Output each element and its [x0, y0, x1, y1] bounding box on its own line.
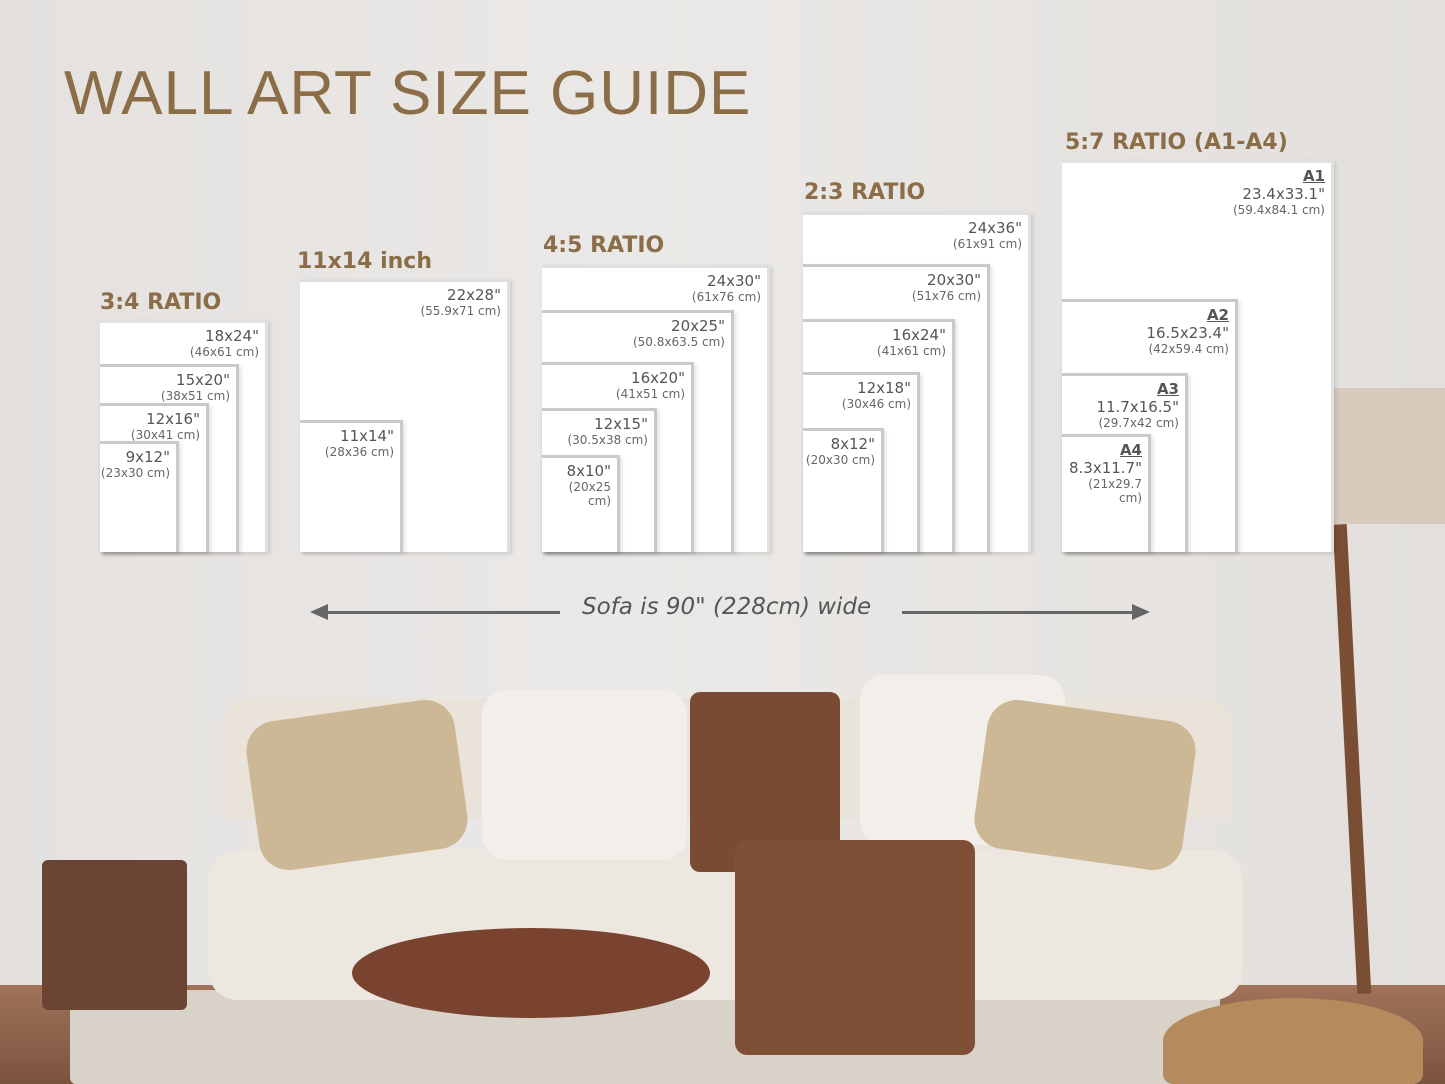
- size-label: 22x28" (55.9x71 cm): [420, 286, 501, 318]
- size-inches: 8x12": [830, 435, 875, 453]
- size-inches: 24x36": [968, 219, 1022, 237]
- size-cm: (23x30 cm): [100, 466, 170, 480]
- arrow-right-line: [902, 611, 1134, 614]
- size-cm: (38x51 cm): [160, 389, 230, 403]
- pillow: [482, 690, 687, 860]
- size-cm: (51x76 cm): [911, 289, 981, 303]
- size-label: 24x30" (61x76 cm): [692, 272, 761, 304]
- paper-code: A3: [1156, 380, 1179, 398]
- lamp-stand: [1332, 523, 1372, 995]
- magazine-rack: [42, 860, 187, 1010]
- group-title: 5:7 RATIO (A1-A4): [1065, 130, 1288, 155]
- size-cm: (46x61 cm): [189, 345, 259, 359]
- paper-code: A2: [1206, 306, 1229, 324]
- size-inches: 23.4x33.1": [1242, 185, 1325, 203]
- size-label: 8x10" (20x25 cm): [542, 462, 611, 509]
- size-cm: (29.7x42 cm): [1098, 416, 1179, 430]
- size-inches: 20x30": [927, 271, 981, 289]
- size-inches: 11.7x16.5": [1096, 398, 1179, 416]
- size-label: 24x36" (61x91 cm): [953, 219, 1022, 251]
- size-label: 12x18" (30x46 cm): [842, 379, 911, 411]
- pillow: [970, 696, 1200, 874]
- size-inches: 11x14": [340, 427, 394, 445]
- page-title: WALL ART SIZE GUIDE: [64, 59, 752, 128]
- arrow-left-line: [325, 611, 560, 614]
- size-cm: (42x59.4 cm): [1148, 342, 1229, 356]
- size-cm: (59.4x84.1 cm): [1232, 203, 1325, 217]
- size-label: A1 23.4x33.1" (59.4x84.1 cm): [1233, 167, 1325, 217]
- size-inches: 15x20": [176, 371, 230, 389]
- size-inches: 12x15": [594, 415, 648, 433]
- size-frame: 8x10" (20x25 cm): [542, 455, 620, 552]
- sofa-width-note: Sofa is 90" (228cm) wide: [582, 594, 872, 620]
- size-cm: (20x25 cm): [568, 480, 611, 509]
- size-cm: (61x76 cm): [691, 290, 761, 304]
- group-title: 2:3 RATIO: [804, 180, 926, 205]
- size-inches: 12x16": [146, 410, 200, 428]
- size-label: 16x20" (41x51 cm): [616, 369, 685, 401]
- size-inches: 8.3x11.7": [1068, 459, 1142, 477]
- size-inches: 16.5x23.4": [1146, 324, 1229, 342]
- size-label: 12x15" (30.5x38 cm): [567, 415, 648, 447]
- size-label: 11x14" (28x36 cm): [325, 427, 394, 459]
- size-cm: (28x36 cm): [324, 445, 394, 459]
- paper-code: A4: [1119, 441, 1142, 459]
- size-cm: (55.9x71 cm): [420, 304, 501, 318]
- size-inches: 8x10": [566, 462, 611, 480]
- coffee-table: [352, 928, 710, 1018]
- group-title: 4:5 RATIO: [543, 233, 665, 258]
- size-cm: (30.5x38 cm): [567, 433, 648, 447]
- size-cm: (41x51 cm): [615, 387, 685, 401]
- size-cm: (41x61 cm): [876, 344, 946, 358]
- size-label: A2 16.5x23.4" (42x59.4 cm): [1146, 306, 1229, 356]
- size-label: 12x16" (30x41 cm): [131, 410, 200, 442]
- size-cm: (50.8x63.5 cm): [632, 335, 725, 349]
- pillow: [242, 696, 472, 874]
- size-label: 20x25" (50.8x63.5 cm): [633, 317, 725, 349]
- arrow-right-icon: [1132, 604, 1150, 620]
- group-title: 11x14 inch: [297, 249, 432, 274]
- size-inches: 20x25": [671, 317, 725, 335]
- size-label: 18x24" (46x61 cm): [190, 327, 259, 359]
- throw-blanket: [735, 840, 975, 1055]
- size-label: 15x20" (38x51 cm): [161, 371, 230, 403]
- size-cm: (21x29.7 cm): [1088, 477, 1142, 506]
- size-frame: 11x14" (28x36 cm): [300, 420, 403, 552]
- size-inches: 9x12": [125, 448, 170, 466]
- size-inches: 12x18": [857, 379, 911, 397]
- size-frame: 8x12" (20x30 cm): [803, 428, 884, 552]
- pouf: [1163, 998, 1423, 1084]
- size-label: A3 11.7x16.5" (29.7x42 cm): [1096, 380, 1179, 430]
- size-inches: 16x24": [892, 326, 946, 344]
- paper-code: A1: [1302, 167, 1325, 185]
- size-inches: 18x24": [205, 327, 259, 345]
- size-inches: 22x28": [447, 286, 501, 304]
- size-label: 20x30" (51x76 cm): [912, 271, 981, 303]
- size-label: 9x12" (23x30 cm): [101, 448, 170, 480]
- size-frame: A4 8.3x11.7" (21x29.7 cm): [1062, 434, 1151, 552]
- size-cm: (61x91 cm): [952, 237, 1022, 251]
- size-inches: 16x20": [631, 369, 685, 387]
- size-label: 8x12" (20x30 cm): [806, 435, 875, 467]
- size-cm: (30x46 cm): [841, 397, 911, 411]
- size-cm: (30x41 cm): [130, 428, 200, 442]
- size-frame: 9x12" (23x30 cm): [100, 441, 179, 552]
- group-title: 3:4 RATIO: [100, 290, 222, 315]
- size-label: 16x24" (41x61 cm): [877, 326, 946, 358]
- size-cm: (20x30 cm): [805, 453, 875, 467]
- size-inches: 24x30": [707, 272, 761, 290]
- size-label: A4 8.3x11.7" (21x29.7 cm): [1062, 441, 1142, 506]
- arrow-left-icon: [310, 604, 328, 620]
